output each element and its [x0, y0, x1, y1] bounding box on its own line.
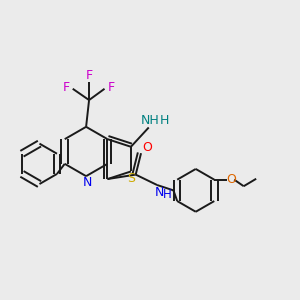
Text: F: F — [86, 69, 93, 82]
Text: O: O — [142, 141, 152, 154]
Text: F: F — [107, 81, 115, 94]
Text: H: H — [163, 188, 171, 201]
Text: N: N — [83, 176, 92, 189]
Text: NH: NH — [141, 114, 160, 128]
Text: O: O — [226, 172, 236, 186]
Text: F: F — [63, 81, 70, 94]
Text: H: H — [160, 114, 169, 128]
Text: N: N — [155, 186, 164, 199]
Text: S: S — [127, 172, 135, 185]
